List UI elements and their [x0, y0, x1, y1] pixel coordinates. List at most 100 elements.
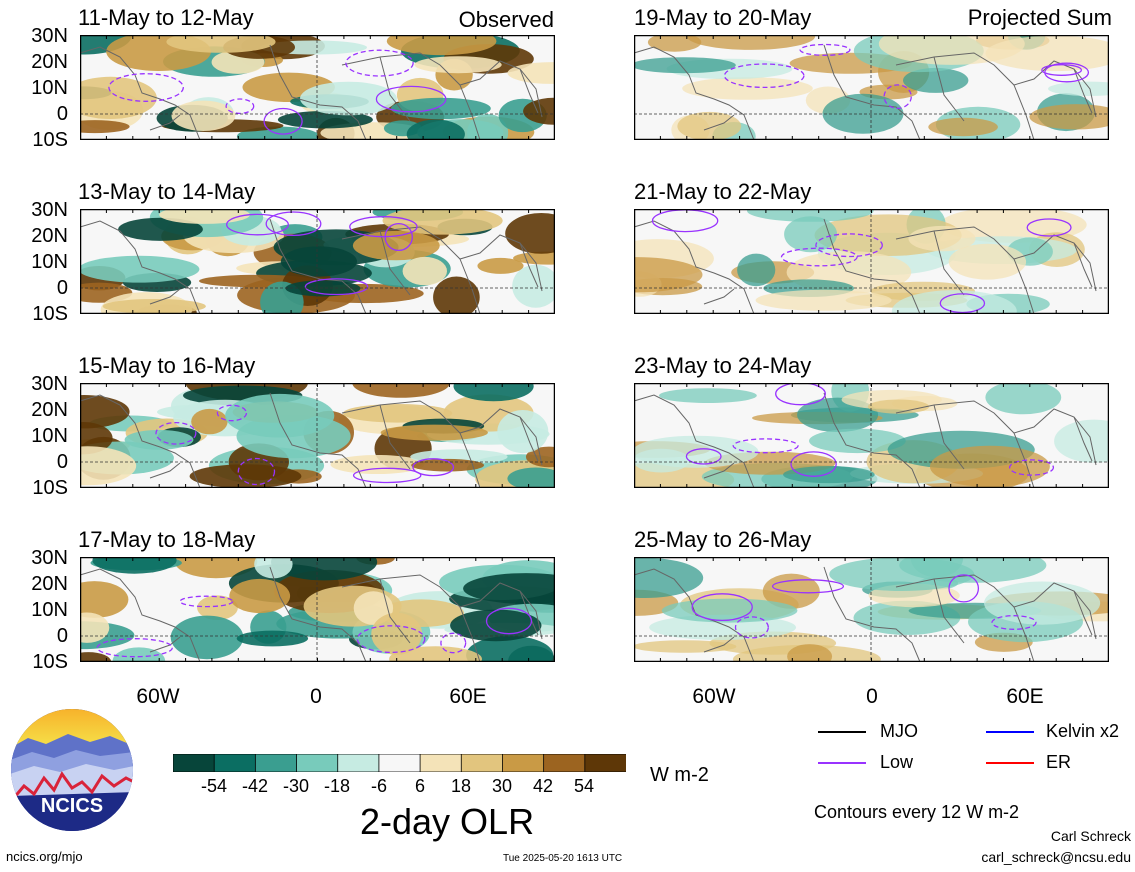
low-contour [96, 638, 173, 658]
olr-anomaly-blob [891, 290, 1017, 314]
chart-title: 2-day OLR [360, 801, 535, 842]
olr-map-panel [634, 383, 1109, 488]
low-contour [108, 73, 184, 102]
low-contour [771, 579, 845, 594]
coastline [269, 566, 367, 662]
coastline [269, 218, 367, 314]
low-contour [799, 43, 851, 56]
low-contour [412, 458, 455, 477]
olr-anomaly-blob [477, 257, 524, 274]
low-contour [265, 211, 322, 237]
coastline [379, 230, 411, 296]
colorbar-swatch [213, 753, 257, 773]
footer-email[interactable]: carl_schreck@ncsu.edu [981, 849, 1131, 865]
coastline [823, 566, 921, 662]
olr-anomaly-blob [80, 422, 113, 455]
olr-map-panel [80, 35, 555, 140]
lat-label: 30N [31, 25, 68, 47]
low-contour [375, 85, 447, 113]
lat-label: 0 [56, 625, 68, 647]
colorbar-swatch [254, 753, 298, 773]
colorbar [172, 753, 627, 773]
coastline [895, 400, 1097, 466]
colorbar-tick: 30 [491, 776, 513, 796]
low-contour [263, 107, 303, 135]
legend-swatch-low [818, 762, 866, 764]
ncics-logo: NCICS [10, 708, 134, 832]
olr-anomaly-blob [661, 598, 798, 623]
low-contour [216, 404, 248, 422]
olr-anomaly-blob [352, 383, 450, 398]
lat-label: 10N [31, 251, 68, 273]
legend-label-low: Low [880, 752, 914, 772]
legend-swatch-kelvin [986, 731, 1034, 733]
olr-anomaly-blob [822, 93, 904, 134]
olr-anomaly-blob [80, 446, 137, 486]
colorbar-tick: 18 [450, 776, 472, 796]
colorbar-tick: 6 [414, 776, 425, 796]
legend-swatch-er [986, 762, 1034, 764]
olr-anomaly-blob [402, 256, 447, 286]
colorbar-swatch [419, 753, 463, 773]
legend-label-kelvin: Kelvin x2 [1046, 721, 1120, 741]
olr-anomaly-blob [102, 299, 206, 314]
olr-anomaly-blob [166, 35, 276, 53]
low-contour [939, 293, 986, 314]
footer-url[interactable]: ncics.org/mjo [6, 849, 83, 864]
olr-anomaly-blob [280, 246, 357, 277]
lat-label: 20N [31, 225, 68, 247]
coastline [895, 574, 1097, 640]
coastline [933, 578, 965, 644]
olr-anomaly-blob [634, 435, 759, 468]
olr-anomaly-blob [687, 35, 816, 50]
panel-title: 15-May to 16-May [78, 353, 256, 378]
olr-anomaly-blob [755, 289, 892, 311]
panel-title: 19-May to 20-May [634, 5, 812, 30]
low-contour [734, 616, 769, 639]
olr-anomaly-blob [512, 264, 555, 308]
olr-anomaly-blob [229, 578, 291, 614]
low-contour [790, 451, 837, 477]
low-contour [1008, 459, 1055, 476]
colorbar-swatch [584, 753, 627, 773]
low-contour [352, 467, 422, 484]
lat-label: 10N [31, 599, 68, 621]
olr-anomaly-blob [453, 383, 534, 402]
olr-anomaly-blob [80, 255, 200, 283]
olr-anomaly-blob [634, 557, 704, 598]
olr-anomaly-blob [784, 216, 838, 253]
olr-anomaly-blob [787, 644, 833, 662]
low-contour [226, 213, 289, 236]
panel-title: 23-May to 24-May [634, 353, 812, 378]
lon-label: 0 [310, 685, 322, 708]
coastline [933, 230, 965, 296]
lon-label: 0 [866, 685, 878, 708]
coastline [1073, 242, 1093, 288]
low-contour [815, 233, 883, 258]
coastline [1013, 84, 1035, 140]
low-contour [485, 607, 533, 635]
coastline [379, 578, 411, 644]
olr-anomaly-blob [191, 408, 228, 435]
coastline [149, 462, 181, 479]
olr-anomaly-blob [523, 97, 555, 125]
olr-anomaly-blob [466, 635, 554, 662]
low-contour [1041, 64, 1083, 76]
lat-label: 0 [56, 277, 68, 299]
olr-anomaly-blob [433, 276, 480, 314]
coastline [1073, 590, 1093, 636]
coastline [341, 52, 543, 118]
olr-anomaly-blob [343, 404, 453, 423]
olr-anomaly-blob [659, 388, 757, 403]
olr-anomaly-blob [497, 410, 549, 454]
coastline [379, 56, 411, 122]
olr-map-panel [80, 209, 555, 314]
panel-title: 13-May to 14-May [78, 179, 256, 204]
coastline [341, 226, 543, 292]
coastline [149, 288, 181, 305]
coastline [459, 606, 481, 662]
low-contour [691, 593, 753, 622]
coastline [823, 392, 921, 488]
lat-label: 30N [31, 199, 68, 221]
